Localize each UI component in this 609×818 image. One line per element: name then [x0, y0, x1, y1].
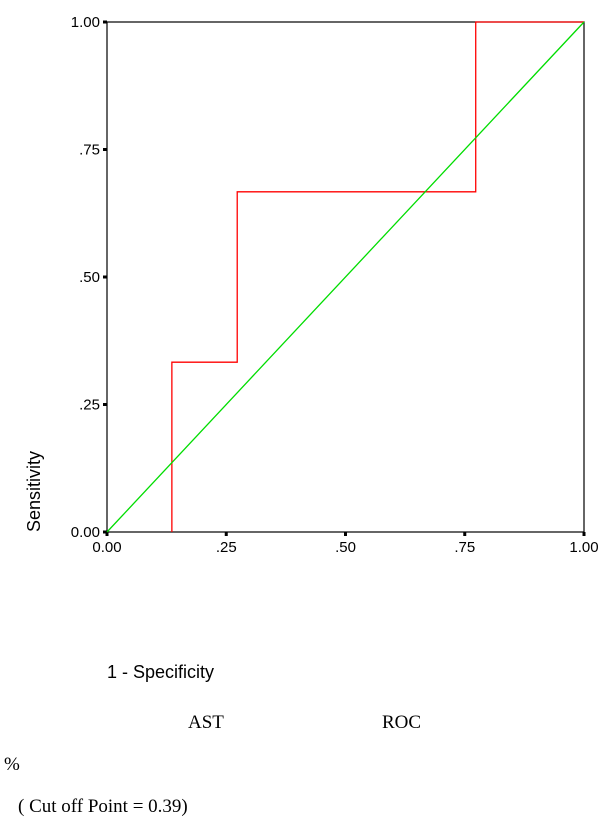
series-layer	[106, 21, 585, 533]
roc-chart: 0.00 .25 .50 .75 1.00 0.00 .25 .50 .75 1.00 1 - S…	[24, 14, 599, 682]
x-tick-label: 0.00	[92, 539, 121, 556]
roc-curve	[171, 21, 584, 532]
y-tick-label: .75	[79, 142, 100, 159]
caption-ast: AST	[188, 712, 224, 733]
reference-line	[106, 21, 585, 533]
caption-roc: ROC	[382, 712, 422, 733]
y-tick-label: 0.00	[71, 524, 100, 541]
caption-cutoff: ( Cut off Point = 0.39)	[18, 796, 188, 817]
caption-percent: %	[4, 754, 20, 775]
y-tick-label: 1.00	[71, 14, 100, 31]
y-axis-title: Sensitivity	[24, 451, 44, 532]
axis-ticks: 0.00 .25 .50 .75 1.00 0.00 .25 .50 .75 1.00	[71, 14, 599, 556]
y-tick-label: .25	[79, 397, 100, 414]
x-axis-title: 1 - Specificity	[107, 662, 214, 682]
x-tick-label: .25	[216, 539, 237, 556]
x-tick-label: 1.00	[569, 539, 598, 556]
y-tick-label: .50	[79, 269, 100, 286]
x-tick-label: .50	[335, 539, 356, 556]
x-tick-label: .75	[454, 539, 475, 556]
